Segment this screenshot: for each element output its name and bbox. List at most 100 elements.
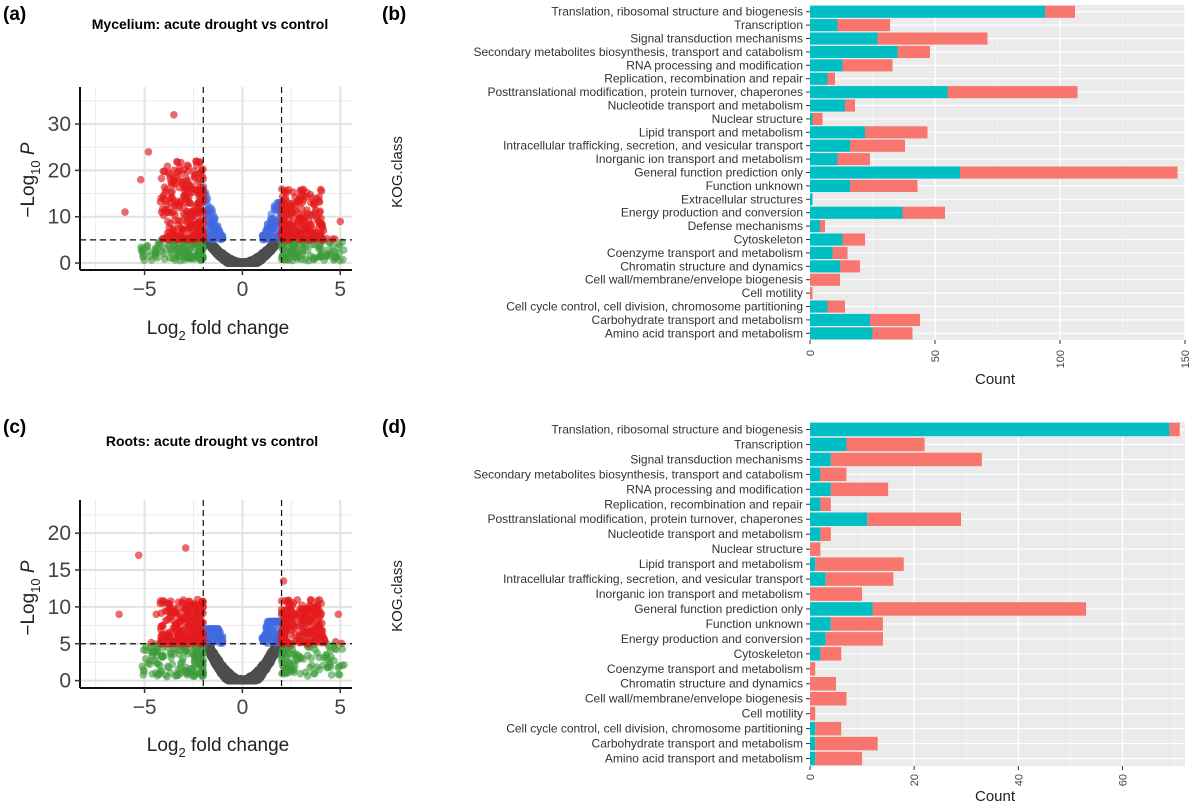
bar-segment bbox=[810, 179, 850, 192]
category-label: Nuclear structure bbox=[712, 112, 804, 126]
data-point bbox=[255, 668, 264, 676]
volcano-title-a: Mycelium: acute drought vs control bbox=[92, 16, 328, 32]
bar-segment bbox=[825, 632, 883, 646]
data-point bbox=[166, 198, 175, 207]
data-point bbox=[188, 666, 197, 674]
category-label: Function unknown bbox=[706, 617, 803, 631]
x-tick-label: 5 bbox=[334, 696, 346, 719]
x-tick-label: 40 bbox=[1013, 774, 1025, 786]
category-label: Translation, ribosomal structure and bio… bbox=[551, 5, 803, 19]
bar-segment bbox=[810, 467, 821, 482]
y-tick-label: 10 bbox=[48, 206, 71, 229]
x-tick-label: 0 bbox=[237, 278, 249, 301]
data-point bbox=[323, 663, 332, 672]
data-point bbox=[224, 676, 233, 685]
category-label: Cell cycle control, cell division, chrom… bbox=[506, 722, 803, 736]
data-point bbox=[271, 651, 279, 660]
data-point bbox=[178, 234, 186, 243]
data-point bbox=[163, 672, 171, 681]
data-point bbox=[284, 596, 293, 605]
bar-segment bbox=[810, 5, 1045, 18]
bar-segment bbox=[840, 260, 860, 273]
data-point bbox=[147, 638, 156, 647]
data-point bbox=[180, 186, 188, 194]
data-point bbox=[195, 604, 204, 612]
category-label: Coenzyme transport and metabolism bbox=[607, 246, 803, 260]
data-point bbox=[162, 185, 171, 194]
data-point bbox=[312, 194, 321, 203]
data-point bbox=[134, 551, 143, 560]
data-point bbox=[311, 603, 319, 611]
data-point bbox=[297, 255, 306, 264]
data-point bbox=[144, 148, 153, 156]
data-point bbox=[327, 671, 336, 679]
bar-segment bbox=[820, 497, 831, 511]
bar-segment bbox=[810, 647, 821, 661]
bar-segment bbox=[810, 632, 826, 646]
category-label: Replication, recombination and repair bbox=[604, 497, 803, 511]
category-label: Nuclear structure bbox=[712, 542, 804, 556]
data-point bbox=[310, 635, 318, 644]
data-point bbox=[196, 183, 204, 192]
data-point bbox=[207, 625, 216, 633]
data-point bbox=[190, 188, 198, 196]
bar-segment bbox=[810, 45, 898, 58]
data-point bbox=[219, 250, 228, 258]
data-point bbox=[282, 186, 290, 195]
bar-segment bbox=[810, 721, 816, 736]
data-point bbox=[161, 206, 169, 214]
data-point bbox=[115, 610, 123, 619]
bar-segment bbox=[845, 99, 855, 112]
kog-bar-chart-b: Translation, ribosomal structure and bio… bbox=[473, 5, 1192, 369]
x-tick-label: 0 bbox=[805, 350, 817, 356]
data-point bbox=[193, 161, 201, 169]
category-label: Defense mechanisms bbox=[688, 219, 803, 233]
data-point bbox=[334, 610, 343, 619]
data-point bbox=[239, 259, 248, 267]
x-axis-title-a: Log2 fold change bbox=[147, 318, 289, 343]
bar-segment bbox=[810, 692, 847, 706]
data-point bbox=[338, 645, 347, 653]
data-point bbox=[328, 241, 337, 249]
data-point bbox=[182, 667, 190, 675]
data-point bbox=[171, 211, 179, 219]
data-point bbox=[217, 635, 225, 644]
data-point bbox=[317, 235, 326, 243]
bar-segment bbox=[810, 206, 903, 219]
category-label: General function prediction only bbox=[634, 602, 803, 616]
data-point bbox=[298, 248, 306, 257]
data-point bbox=[170, 111, 178, 119]
data-point bbox=[288, 246, 296, 255]
bar-segment bbox=[810, 557, 816, 571]
data-point bbox=[310, 669, 318, 678]
x-tick-label: 100 bbox=[1055, 350, 1067, 368]
data-point bbox=[278, 252, 286, 260]
y-tick-label: 20 bbox=[48, 159, 71, 182]
category-label: Nucleotide transport and metabolism bbox=[608, 527, 803, 541]
bar-segment bbox=[810, 59, 843, 72]
bar-segment bbox=[810, 706, 816, 721]
bar-segment bbox=[872, 327, 913, 340]
category-label: Function unknown bbox=[706, 179, 803, 193]
bar-segment bbox=[810, 751, 816, 766]
data-point bbox=[315, 228, 324, 236]
bar-segment bbox=[897, 45, 930, 58]
data-point bbox=[269, 624, 278, 633]
y-tick-label: 15 bbox=[48, 559, 71, 582]
x-tick-label: −5 bbox=[133, 696, 157, 719]
data-point bbox=[140, 244, 148, 252]
category-label: Intracellular trafficking, secretion, an… bbox=[503, 139, 804, 153]
data-point bbox=[311, 645, 319, 654]
category-label: Chromatin structure and dynamics bbox=[620, 259, 803, 273]
data-point bbox=[322, 651, 331, 660]
bar-segment bbox=[812, 112, 823, 125]
bar-segment bbox=[810, 677, 836, 691]
y-tick-label: 5 bbox=[59, 633, 71, 656]
category-label: Posttranslational modification, protein … bbox=[487, 85, 803, 99]
bar-segment bbox=[842, 59, 893, 72]
category-label: Energy production and conversion bbox=[621, 632, 803, 646]
data-point bbox=[186, 199, 194, 208]
data-point bbox=[173, 168, 181, 177]
data-point bbox=[181, 192, 189, 200]
